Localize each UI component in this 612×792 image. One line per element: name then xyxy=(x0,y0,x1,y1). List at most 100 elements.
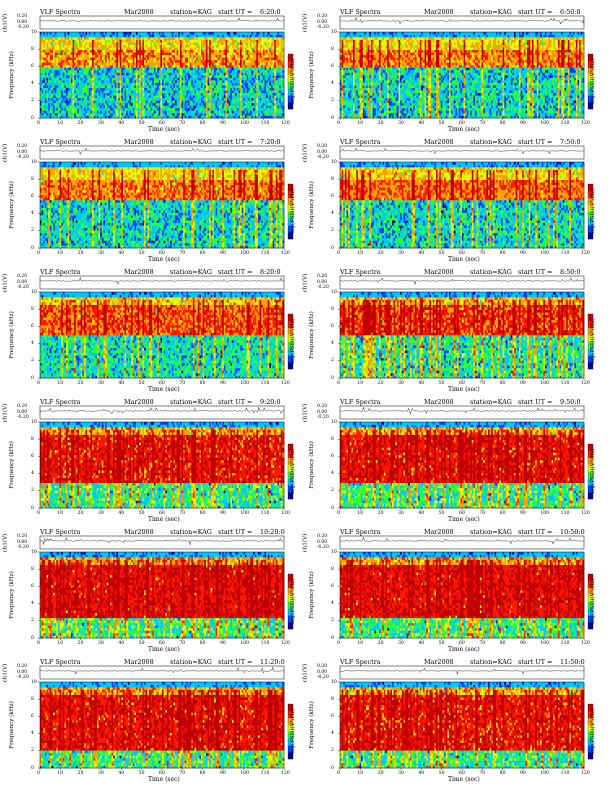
time-tick-label: 40 xyxy=(118,121,124,126)
time-tick-label: 70 xyxy=(179,641,185,646)
time-tick-label: 10 xyxy=(357,771,363,776)
freq-tick-label: 4 xyxy=(331,81,334,86)
time-tick-label: 0 xyxy=(37,511,40,516)
time-tick-label: 100 xyxy=(540,251,549,256)
time-tick-label: 20 xyxy=(378,121,384,126)
frequency-axis-label: Frequency (kHz) xyxy=(9,311,15,359)
colorbar-label: log(PSD)(V²/Hz) xyxy=(590,318,596,364)
ch1-tick-label: 0.00 xyxy=(17,410,27,415)
ch1-axis-label: ch1(V) xyxy=(2,274,8,293)
ch1-tick-label: -0.20 xyxy=(17,545,29,550)
spectrogram-heatmap xyxy=(340,682,584,768)
time-tick-label: 60 xyxy=(159,251,165,256)
freq-tick-label: 10 xyxy=(331,30,337,35)
spectrogram-panel: VLF Spectra Mar2008 station=KAG start UT = 1… xyxy=(6,658,310,789)
freq-tick-label: 8 xyxy=(331,307,334,312)
time-tick-label: 120 xyxy=(581,771,590,776)
time-tick-label: 70 xyxy=(479,641,485,646)
time-tick-label: 50 xyxy=(439,121,445,126)
ch1-tick-label: 0.00 xyxy=(317,280,327,285)
freq-tick-label: 8 xyxy=(31,47,34,52)
time-tick-label: 110 xyxy=(561,251,570,256)
colorbar-label: log(PSD)(V²/Hz) xyxy=(590,58,596,104)
time-tick-label: 80 xyxy=(500,641,506,646)
freq-tick-label: 10 xyxy=(331,160,337,165)
frequency-axis-label: Frequency (kHz) xyxy=(9,51,15,99)
freq-tick-label: 6 xyxy=(331,454,334,459)
time-tick-label: 100 xyxy=(240,641,249,646)
spectrogram-svg xyxy=(6,398,310,529)
freq-tick-label: 6 xyxy=(331,64,334,69)
panel-title-start-prefix: start UT = xyxy=(518,8,552,16)
ch1-tick-label: -0.20 xyxy=(17,285,29,290)
time-tick-label: 60 xyxy=(459,381,465,386)
time-tick-label: 10 xyxy=(357,381,363,386)
time-tick-label: 80 xyxy=(200,641,206,646)
time-tick-label: 50 xyxy=(439,511,445,516)
spectrogram-panel: VLF Spectra Mar2008 station=KAG start UT = 9… xyxy=(6,398,310,529)
freq-tick-label: 2 xyxy=(331,488,334,493)
time-tick-label: 30 xyxy=(98,771,104,776)
ch1-tick-label: -0.20 xyxy=(317,25,329,30)
time-tick-label: 100 xyxy=(240,381,249,386)
time-tick-label: 120 xyxy=(281,511,290,516)
freq-tick-label: 0 xyxy=(31,376,34,381)
ch1-axis-label: ch1(V) xyxy=(302,144,308,163)
time-tick-label: 20 xyxy=(78,381,84,386)
ch1-tick-label: -0.20 xyxy=(317,415,329,420)
time-tick-label: 20 xyxy=(78,641,84,646)
ch1-tick-label: 0.00 xyxy=(317,670,327,675)
panel-title-month: Mar2008 xyxy=(424,528,454,536)
time-tick-label: 60 xyxy=(459,251,465,256)
panel-title-product: VLF Spectra xyxy=(40,398,81,406)
panel-title-month: Mar2008 xyxy=(124,658,154,666)
frequency-axis-label: Frequency (kHz) xyxy=(309,571,315,619)
time-tick-label: 80 xyxy=(200,381,206,386)
freq-tick-label: 10 xyxy=(31,550,37,555)
time-tick-label: 80 xyxy=(500,511,506,516)
freq-tick-label: 8 xyxy=(31,307,34,312)
spectrogram-heatmap xyxy=(340,32,584,118)
colorbar-label: log(PSD)(V²/Hz) xyxy=(290,448,296,494)
spectrogram-panel: VLF Spectra Mar2008 station=KAG start UT = 7… xyxy=(306,138,610,269)
time-tick-label: 20 xyxy=(78,511,84,516)
ch1-tick-label: -0.20 xyxy=(317,155,329,160)
panel-title-month: Mar2008 xyxy=(424,138,454,146)
spectrogram-heatmap xyxy=(40,162,284,248)
ch1-tick-label: 0.20 xyxy=(17,404,27,409)
time-tick-label: 80 xyxy=(200,771,206,776)
time-axis-label: Time (sec) xyxy=(448,646,480,653)
time-tick-label: 100 xyxy=(540,641,549,646)
time-tick-label: 60 xyxy=(159,771,165,776)
spectrogram-panel: VLF Spectra Mar2008 station=KAG start UT = 7… xyxy=(6,138,310,269)
time-tick-label: 60 xyxy=(159,381,165,386)
time-tick-label: 80 xyxy=(200,121,206,126)
time-tick-label: 30 xyxy=(98,121,104,126)
freq-tick-label: 6 xyxy=(331,584,334,589)
spectrogram-panel: VLF Spectra Mar2008 station=KAG start UT = 1… xyxy=(306,658,610,789)
time-tick-label: 70 xyxy=(479,511,485,516)
freq-tick-label: 4 xyxy=(31,601,34,606)
time-tick-label: 70 xyxy=(179,511,185,516)
ch1-axis-label: ch1(V) xyxy=(2,534,8,553)
ch1-axis-label: ch1(V) xyxy=(302,404,308,423)
time-tick-label: 10 xyxy=(357,511,363,516)
freq-tick-label: 4 xyxy=(331,341,334,346)
time-tick-label: 10 xyxy=(57,641,63,646)
spectrogram-heatmap xyxy=(40,682,284,768)
time-tick-label: 10 xyxy=(57,381,63,386)
panel-start-time: 7:20:0 xyxy=(260,138,281,146)
spectrogram-panel: VLF Spectra Mar2008 station=KAG start UT = 1… xyxy=(306,528,610,659)
ch1-axis-label: ch1(V) xyxy=(302,14,308,33)
ch1-tick-label: 0.00 xyxy=(17,670,27,675)
time-tick-label: 120 xyxy=(581,511,590,516)
freq-tick-label: 2 xyxy=(331,358,334,363)
time-tick-label: 30 xyxy=(98,641,104,646)
time-tick-label: 100 xyxy=(540,511,549,516)
colorbar-label: log(PSD)(V²/Hz) xyxy=(590,578,596,624)
ch1-tick-label: 0.20 xyxy=(317,14,327,19)
time-axis-label: Time (sec) xyxy=(148,646,180,653)
time-tick-label: 30 xyxy=(98,511,104,516)
spectrogram-svg xyxy=(6,658,310,789)
freq-tick-label: 2 xyxy=(31,748,34,753)
